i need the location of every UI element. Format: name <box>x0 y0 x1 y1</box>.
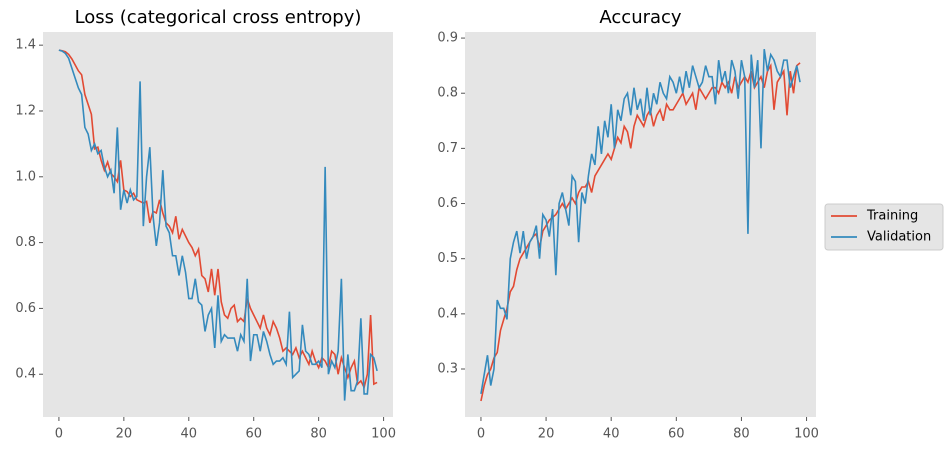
y-tick-label: 0.4 <box>437 306 458 321</box>
legend-label: Validation <box>867 230 931 245</box>
x-tick-label: 100 <box>371 427 396 442</box>
y-tick-label: 0.6 <box>15 301 36 316</box>
y-tick-label: 0.3 <box>437 362 458 377</box>
series-line <box>480 48 801 394</box>
legend-label: Training <box>866 209 918 224</box>
x-tick-label: 60 <box>245 427 262 442</box>
x-tick-label: 60 <box>668 427 685 442</box>
y-tick-label: 0.9 <box>437 31 458 46</box>
x-tick-label: 20 <box>116 427 133 442</box>
chart-title: Accuracy <box>599 7 682 28</box>
y-tick-label: 1.0 <box>15 169 36 184</box>
chart-title: Loss (categorical cross entropy) <box>75 7 362 28</box>
x-tick-label: 80 <box>733 427 750 442</box>
series-line <box>58 49 378 401</box>
plot-area <box>43 32 393 417</box>
x-tick-label: 40 <box>603 427 620 442</box>
y-tick-label: 0.6 <box>437 196 458 211</box>
y-tick-label: 0.7 <box>437 141 458 156</box>
x-tick-label: 0 <box>55 427 63 442</box>
y-tick-label: 1.4 <box>15 38 36 53</box>
x-tick-label: 0 <box>477 427 485 442</box>
y-tick-label: 0.8 <box>437 86 458 101</box>
x-tick-label: 80 <box>310 427 327 442</box>
plot-area <box>465 32 816 417</box>
x-tick-label: 20 <box>538 427 555 442</box>
y-tick-label: 0.5 <box>437 251 458 266</box>
y-tick-label: 1.2 <box>15 103 36 118</box>
x-tick-label: 100 <box>794 427 819 442</box>
y-tick-label: 0.4 <box>15 367 36 382</box>
y-tick-label: 0.8 <box>15 235 36 250</box>
x-tick-label: 40 <box>181 427 198 442</box>
